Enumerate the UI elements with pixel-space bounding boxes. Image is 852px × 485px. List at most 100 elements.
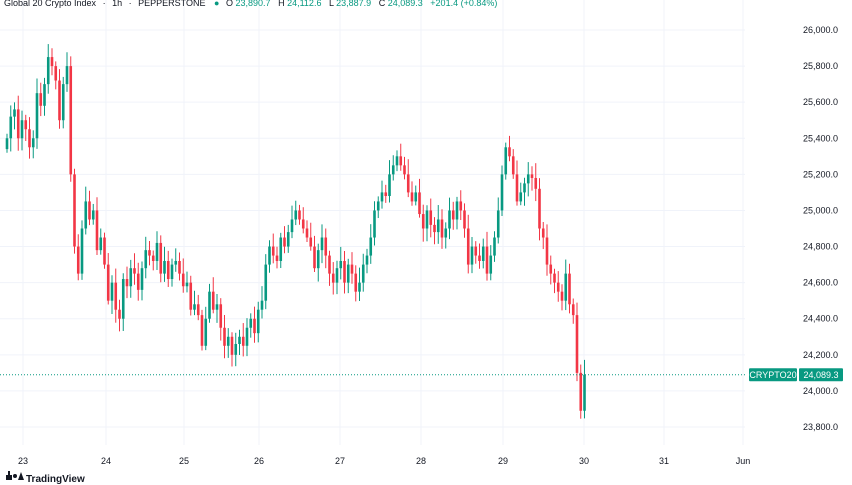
legend-interval: 1h bbox=[112, 0, 122, 8]
tradingview-logo-icon bbox=[6, 471, 24, 480]
candle-body bbox=[253, 318, 256, 334]
legend-close-value: 24,089.3 bbox=[388, 0, 423, 8]
candle bbox=[579, 364, 583, 419]
candle-body bbox=[376, 201, 380, 211]
candle-body bbox=[575, 315, 579, 373]
candle-body bbox=[380, 192, 384, 202]
candle-body bbox=[133, 268, 136, 274]
candle-body bbox=[313, 246, 316, 269]
candle-body bbox=[320, 237, 324, 251]
candle bbox=[181, 258, 185, 293]
candle bbox=[328, 250, 331, 286]
candle bbox=[73, 168, 76, 254]
x-tick-label: 25 bbox=[179, 456, 189, 466]
candle-body bbox=[429, 210, 433, 225]
candle bbox=[24, 114, 28, 141]
candle-body bbox=[163, 260, 166, 274]
y-tick-label: 24,400.0 bbox=[803, 314, 838, 324]
candle-body bbox=[564, 273, 568, 301]
candle bbox=[373, 201, 376, 246]
candle bbox=[541, 222, 545, 250]
candle bbox=[399, 143, 403, 171]
legend-open-value: 23,890.7 bbox=[236, 0, 271, 8]
candle bbox=[136, 262, 140, 301]
x-tick-label: 29 bbox=[498, 456, 508, 466]
tradingview-logo[interactable]: TradingView bbox=[6, 471, 85, 485]
candle bbox=[335, 260, 339, 295]
candle-body bbox=[268, 246, 271, 265]
candle-body bbox=[455, 201, 459, 220]
candle-body bbox=[500, 174, 504, 211]
candle-body bbox=[151, 255, 155, 261]
price-axis[interactable]: 23,800.0 24,000.0 24,200.0 24,400.0 24,600.0… bbox=[803, 25, 838, 432]
y-tick-label: 25,200.0 bbox=[803, 169, 838, 179]
candle bbox=[466, 214, 470, 274]
candle bbox=[103, 232, 106, 269]
candle-body bbox=[478, 255, 481, 261]
candle bbox=[369, 224, 373, 264]
candle-body bbox=[76, 246, 80, 274]
x-tick-label: 26 bbox=[254, 456, 264, 466]
candle bbox=[151, 250, 155, 271]
candle bbox=[515, 160, 519, 206]
candle-body bbox=[406, 174, 410, 193]
candle bbox=[114, 268, 118, 323]
candle-body bbox=[463, 210, 466, 229]
candle bbox=[125, 266, 129, 299]
candle-body bbox=[275, 255, 279, 261]
candle-body bbox=[125, 279, 129, 287]
y-tick-label: 24,200.0 bbox=[803, 350, 838, 360]
candle bbox=[5, 133, 9, 153]
chart-legend[interactable]: Global 20 Crypto Index · 1h · PEPPERSTON… bbox=[4, 0, 497, 8]
candle-body bbox=[208, 291, 211, 319]
candle-body bbox=[474, 246, 478, 256]
candle bbox=[241, 323, 245, 357]
candle bbox=[46, 44, 50, 94]
candle-body bbox=[339, 260, 343, 269]
candle-body bbox=[538, 188, 541, 229]
y-tick-label: 24,800.0 bbox=[803, 242, 838, 252]
candle bbox=[178, 252, 181, 281]
candle bbox=[343, 251, 346, 294]
candle-body bbox=[200, 315, 204, 346]
candle-body bbox=[223, 327, 226, 346]
candle bbox=[451, 201, 455, 230]
candle-body bbox=[410, 192, 414, 202]
candle-body bbox=[504, 147, 508, 175]
candle bbox=[298, 204, 301, 225]
x-tick-label: Jun bbox=[736, 456, 751, 466]
candle bbox=[493, 231, 496, 262]
candle bbox=[380, 180, 384, 209]
candle bbox=[54, 61, 58, 90]
candle bbox=[196, 294, 200, 321]
candle bbox=[538, 178, 541, 241]
candle bbox=[463, 203, 466, 238]
x-tick-label: 30 bbox=[579, 456, 589, 466]
candle bbox=[376, 196, 380, 219]
candle bbox=[358, 267, 361, 302]
candle bbox=[238, 329, 241, 355]
candle bbox=[174, 248, 178, 272]
candle bbox=[433, 217, 436, 245]
legend-dot: ● bbox=[214, 0, 219, 8]
candle bbox=[39, 82, 43, 117]
legend-high-value: 24,112.6 bbox=[287, 0, 321, 8]
candle-body bbox=[204, 318, 208, 346]
candle bbox=[568, 263, 571, 314]
candle bbox=[429, 198, 433, 238]
candle-body bbox=[301, 219, 305, 229]
candle-body bbox=[549, 264, 553, 274]
candle-body bbox=[305, 228, 309, 238]
candle-body bbox=[579, 372, 583, 411]
candle-body bbox=[414, 192, 418, 202]
candle-body bbox=[271, 246, 275, 256]
candle bbox=[564, 259, 568, 311]
candle bbox=[504, 142, 508, 180]
candle bbox=[226, 328, 230, 358]
candle-body bbox=[519, 192, 523, 202]
candle bbox=[31, 130, 35, 159]
candle bbox=[425, 205, 429, 242]
candle-body bbox=[196, 304, 200, 316]
time-axis[interactable]: 23 24 25 26 27 28 29 30 31 Jun bbox=[18, 456, 750, 466]
